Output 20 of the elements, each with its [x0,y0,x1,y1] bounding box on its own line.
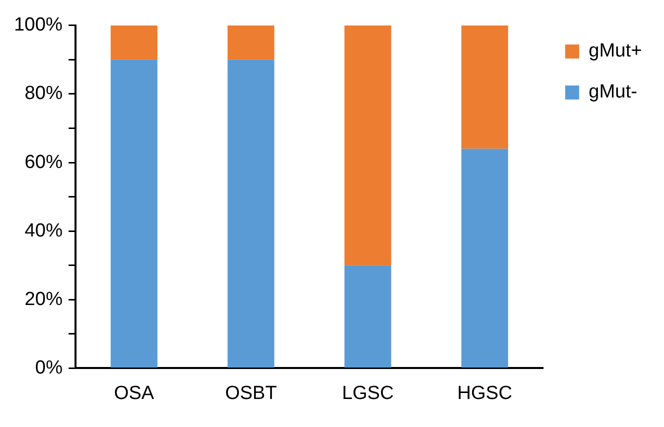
x-tick-label: LGSC [342,382,394,404]
legend-label: gMut+ [588,40,642,62]
x-tick-label: OSBT [225,382,278,404]
y-tick-label: 80% [24,83,63,104]
y-tick-label: 0% [35,357,63,378]
bar [344,25,392,266]
bar [228,60,274,368]
x-tick-label: OSA [114,382,154,404]
bar [110,60,158,368]
bar [461,25,508,149]
x-tick-label: HGSC [457,382,512,404]
y-tick-label: 60% [24,152,63,173]
bar [110,25,158,60]
bar [461,148,508,368]
bar [228,25,274,60]
y-tick-label: 100% [14,14,63,36]
y-tick-label: 20% [24,288,63,310]
bar [344,265,392,368]
legend-label: gMut- [588,82,638,103]
y-tick-label: 40% [24,220,63,242]
